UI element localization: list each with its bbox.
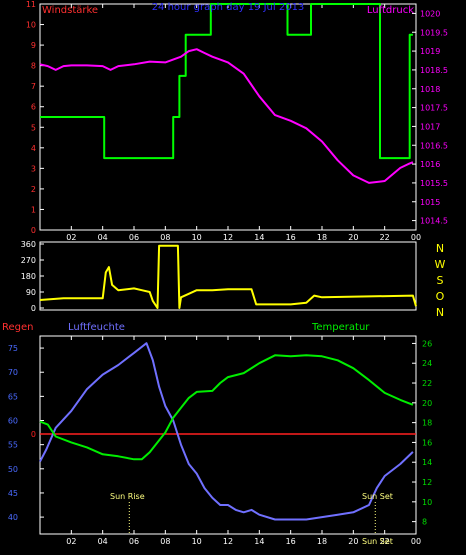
wind-strength-tick-label: 3 <box>31 164 36 173</box>
pressure-tick-label: 1019.5 <box>420 28 448 37</box>
sun-set-overlap-label: Sun Set <box>362 537 393 546</box>
compass-label: N <box>436 306 444 319</box>
wind-strength-line <box>40 3 413 160</box>
compass-label: S <box>437 274 444 287</box>
bottom-panel-x-tick-label: 20 <box>348 537 358 546</box>
wind-direction-tick-label: 90 <box>26 288 36 297</box>
top-panel-x-tick-label: 00 <box>411 233 421 242</box>
top-panel-x-tick-label: 02 <box>66 233 76 242</box>
humidity-label: Luftfeuchte <box>68 322 125 333</box>
wind-strength-tick-label: 6 <box>31 103 36 112</box>
temperature-tick-label: 12 <box>422 478 432 487</box>
compass-label: W <box>435 258 446 271</box>
pressure-tick-label: 1017 <box>420 122 440 131</box>
humidity-tick-label: 45 <box>8 489 18 498</box>
sun-rise-label: Sun Rise <box>110 492 145 501</box>
chart-title: 24 hour graph day 19 Jul 2013 <box>152 2 305 13</box>
wind-strength-tick-label: 8 <box>31 62 36 71</box>
sun-set-label: Sun Set <box>362 492 393 501</box>
bottom-panel-x-tick-label: 16 <box>286 537 296 546</box>
rain-label: Regen <box>2 322 34 333</box>
wind-strength-tick-label: 7 <box>31 82 36 91</box>
wind-strength-tick-label: 10 <box>26 21 36 30</box>
humidity-tick-label: 60 <box>8 417 18 426</box>
temperature-label: Temperatur <box>311 322 370 333</box>
wind-direction-tick-label: 360 <box>21 240 36 249</box>
bottom-panel-x-tick-label: 18 <box>317 537 327 546</box>
humidity-tick-label: 40 <box>8 513 18 522</box>
pressure-tick-label: 1015 <box>420 198 440 207</box>
temperature-line <box>39 354 414 461</box>
temperature-tick-label: 24 <box>422 359 432 368</box>
temperature-tick-label: 22 <box>422 379 432 388</box>
pressure-tick-label: 1017.5 <box>420 104 448 113</box>
humidity-tick-label: 55 <box>8 441 18 450</box>
top-panel-x-tick-label: 18 <box>317 233 327 242</box>
bottom-panel-x-tick-label: 12 <box>223 537 233 546</box>
pressure-line <box>39 48 414 184</box>
temperature-tick-label: 14 <box>422 458 432 467</box>
wind-strength-tick-label: 1 <box>31 205 36 214</box>
wind-direction-tick-label: 270 <box>21 256 36 265</box>
humidity-line <box>39 342 414 521</box>
humidity-tick-label: 50 <box>8 465 18 474</box>
bottom-panel-x-tick-label: 14 <box>254 537 264 546</box>
pressure-tick-label: 1018 <box>420 85 440 94</box>
temperature-tick-label: 10 <box>422 498 432 507</box>
wind-strength-tick-label: 11 <box>26 0 36 9</box>
top-panel-x-tick-label: 04 <box>98 233 108 242</box>
wind-direction-tick-label: 0 <box>31 304 36 313</box>
wind-direction-tick-label: 180 <box>21 272 36 281</box>
mid-panel-frame <box>39 241 417 311</box>
compass-label: O <box>436 290 445 303</box>
top-panel-x-tick-label: 12 <box>223 233 233 242</box>
rain-tick-label: 0 <box>31 430 36 439</box>
bottom-panel-x-tick-label: 08 <box>160 537 170 546</box>
top-panel-x-tick-label: 20 <box>348 233 358 242</box>
wind-direction-line <box>39 244 417 309</box>
pressure-tick-label: 1016.5 <box>420 141 448 150</box>
temperature-tick-label: 26 <box>422 339 432 348</box>
temperature-tick-label: 18 <box>422 419 432 428</box>
wind-strength-tick-label: 0 <box>31 226 36 235</box>
humidity-tick-label: 75 <box>8 344 18 353</box>
pressure-tick-label: 1016 <box>420 160 440 169</box>
humidity-tick-label: 70 <box>8 368 18 377</box>
temperature-tick-label: 8 <box>422 518 427 527</box>
top-panel-x-tick-label: 10 <box>192 233 202 242</box>
pressure-tick-label: 1014.5 <box>420 217 448 226</box>
pressure-tick-label: 1019 <box>420 47 440 56</box>
wind-strength-tick-label: 2 <box>31 185 36 194</box>
top-panel-x-tick-label: 16 <box>286 233 296 242</box>
humidity-tick-label: 65 <box>8 392 18 401</box>
wind-strength-tick-label: 4 <box>31 144 36 153</box>
pressure-tick-label: 1015.5 <box>420 179 448 188</box>
bottom-panel-x-tick-label: 04 <box>98 537 108 546</box>
top-panel-x-tick-label: 22 <box>380 233 390 242</box>
temperature-tick-label: 20 <box>422 399 432 408</box>
compass-label: N <box>436 242 444 255</box>
temperature-tick-label: 16 <box>422 438 432 447</box>
top-panel-x-tick-label: 08 <box>160 233 170 242</box>
pressure-tick-label: 1018.5 <box>420 66 448 75</box>
bottom-panel-x-tick-label: 06 <box>129 537 139 546</box>
wind-strength-tick-label: 9 <box>31 41 36 50</box>
top-panel-x-tick-label: 14 <box>254 233 264 242</box>
bottom-panel-x-tick-label: 22 <box>380 537 390 546</box>
top-panel-x-tick-label: 06 <box>129 233 139 242</box>
wind-strength-tick-label: 5 <box>31 123 36 132</box>
bottom-panel-x-tick-label: 10 <box>192 537 202 546</box>
bottom-panel-x-tick-label: 00 <box>411 537 421 546</box>
pressure-tick-label: 1020 <box>420 9 440 18</box>
bottom-panel-x-tick-label: 02 <box>66 537 76 546</box>
wind-strength-label: Windstärke <box>42 5 98 16</box>
pressure-label: Luftdruck <box>367 5 414 16</box>
